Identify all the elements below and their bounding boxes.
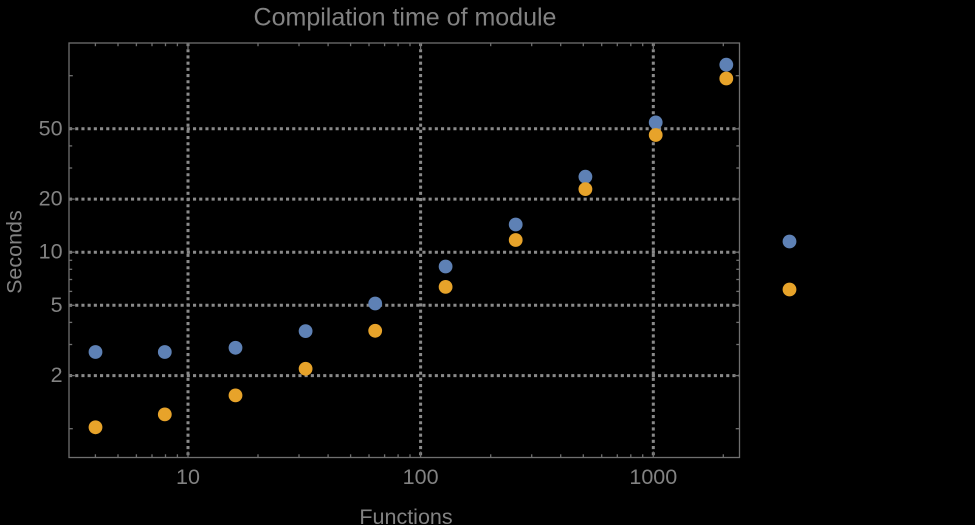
svg-text:20: 20 — [39, 187, 63, 211]
svg-text:50: 50 — [39, 116, 63, 140]
svg-text:1000: 1000 — [629, 465, 677, 489]
svg-text:Seconds: Seconds — [3, 210, 27, 294]
svg-text:10: 10 — [39, 240, 63, 264]
svg-text:10: 10 — [176, 465, 200, 489]
svg-text:5: 5 — [51, 293, 63, 317]
svg-text:Functions: Functions — [359, 505, 452, 525]
svg-text:100: 100 — [403, 465, 439, 489]
svg-text:Compilation time of module: Compilation time of module — [254, 4, 557, 32]
svg-text:2: 2 — [51, 363, 63, 387]
